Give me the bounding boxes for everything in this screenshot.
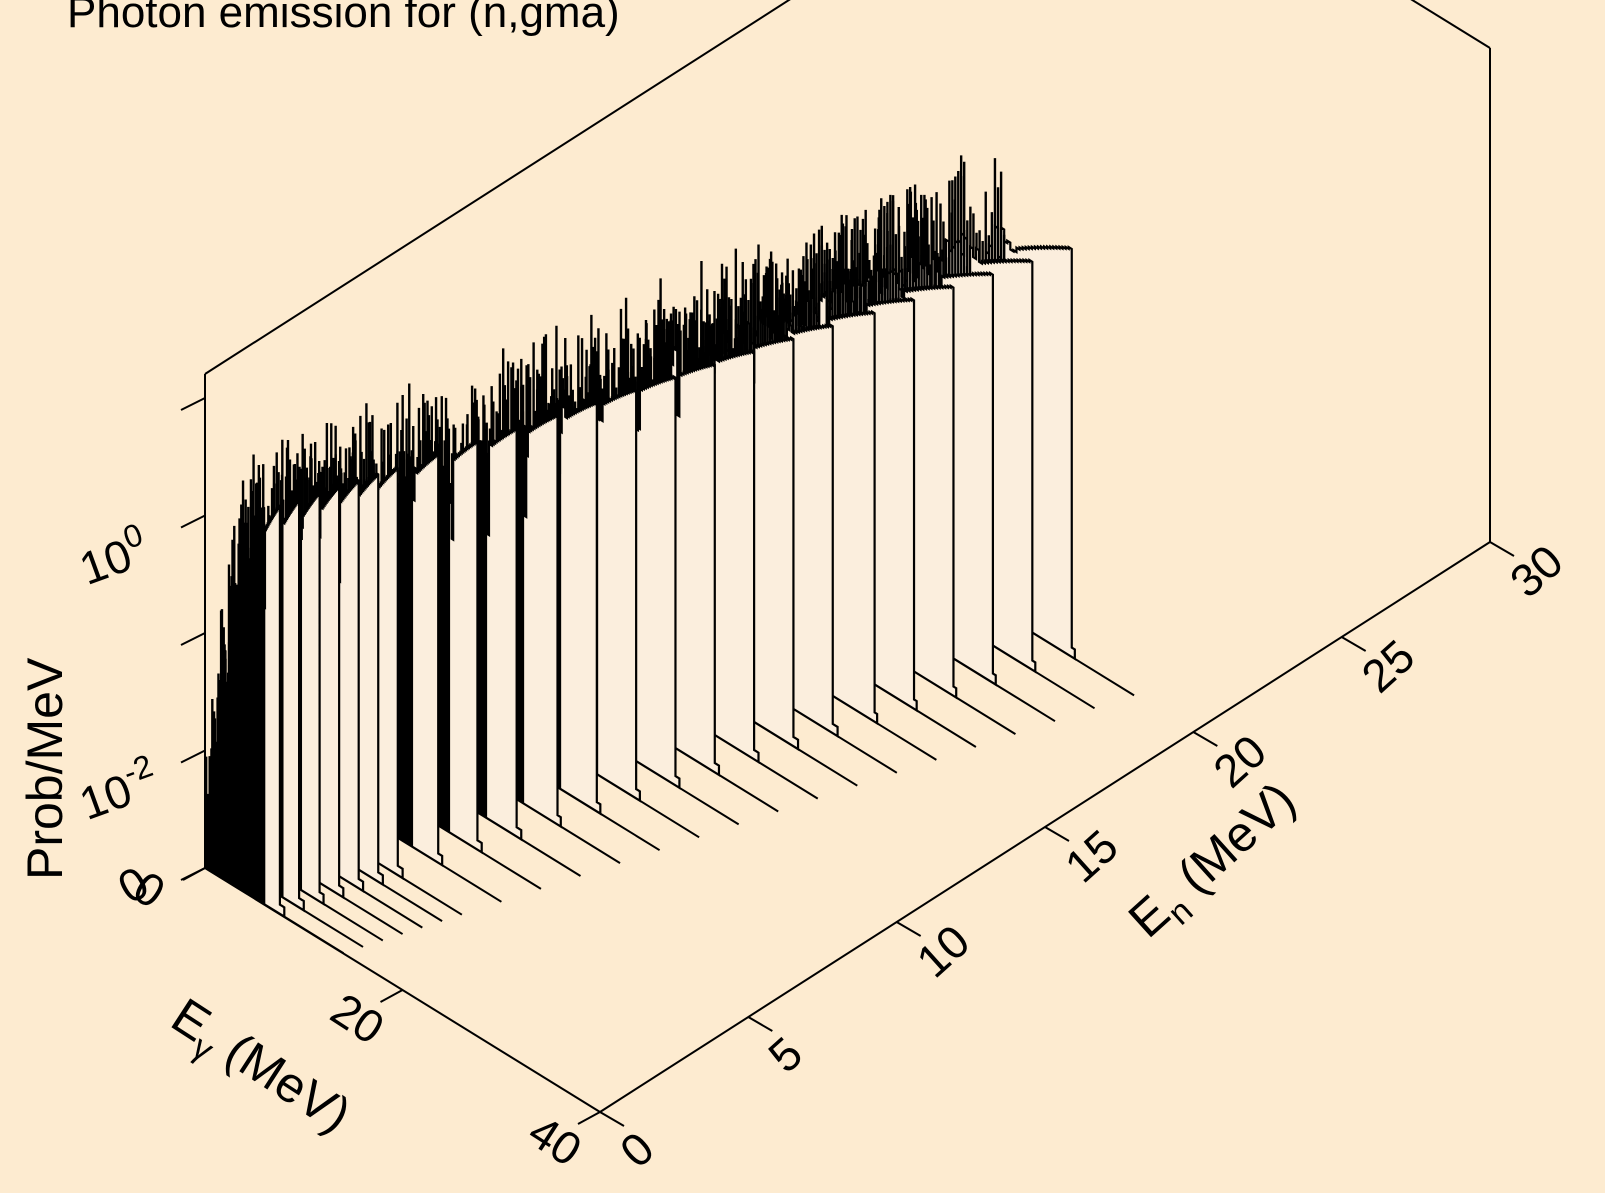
spectrum-baseline — [441, 864, 502, 903]
tick-mark — [1489, 541, 1515, 557]
spectrum-baseline — [283, 915, 345, 955]
spectrum-baseline — [362, 890, 423, 929]
spectrum-baseline — [342, 896, 404, 935]
spectrum-baseline — [1034, 670, 1096, 710]
tick-mark — [747, 1016, 773, 1032]
x-tick-label: 20 — [322, 983, 393, 1054]
tick-mark — [380, 989, 403, 1003]
tick-mark — [1192, 731, 1218, 747]
y-tick-label: 30 — [1500, 535, 1573, 608]
tick-mark — [1341, 636, 1367, 652]
tick-mark — [180, 632, 206, 646]
x-axis-label: Eγ (MeV) — [157, 987, 360, 1151]
series-spectrum — [204, 454, 345, 955]
y-tick-label: 5 — [758, 1027, 812, 1083]
z-tick-label: 10-2 — [70, 747, 165, 830]
spectrum-baseline — [382, 883, 443, 923]
spectrum-baseline — [481, 851, 542, 890]
spectrum-baseline — [955, 696, 1016, 735]
spectra-series — [204, 155, 1135, 955]
spectrum-baseline — [757, 761, 819, 800]
x-tick-label: 40 — [520, 1105, 591, 1176]
spectrum-baseline — [639, 799, 700, 839]
spectrum-baseline — [876, 722, 937, 761]
spectrum-baseline — [323, 903, 384, 942]
spectrum-baseline — [599, 812, 661, 852]
tick-mark — [599, 1111, 625, 1127]
back-top-right-edge — [1410, 0, 1491, 49]
spectrum-baseline — [303, 909, 364, 948]
z-tick-label: 100 — [70, 516, 155, 595]
tick-mark — [1044, 826, 1070, 842]
spectrum-baseline — [402, 877, 463, 916]
z-axis-label: Prob/MeV — [17, 657, 73, 880]
y-tick-label: 0 — [610, 1122, 664, 1178]
spectrum-baseline — [560, 825, 621, 864]
tick-mark — [180, 749, 206, 764]
back-top-edge — [204, 0, 791, 375]
tick-mark — [180, 397, 206, 411]
tick-mark — [180, 867, 206, 881]
spectrum-baseline — [916, 709, 977, 748]
y-axis-label: En (MeV) — [1118, 771, 1312, 955]
spectrum-baseline — [520, 838, 582, 877]
spectrum-baseline — [837, 735, 898, 774]
tick-mark — [180, 514, 206, 529]
spectrum-baseline — [718, 774, 779, 813]
tick-mark — [577, 1111, 601, 1125]
spectrum-baseline — [1074, 657, 1135, 697]
y-tick-label: 15 — [1055, 820, 1128, 893]
tick-mark — [896, 921, 922, 937]
chart-title: Photon emission for (n,gma) — [67, 0, 620, 37]
spectrum-baseline — [678, 786, 740, 826]
y-tick-label: 10 — [907, 915, 980, 988]
spectrum-baseline — [797, 748, 858, 787]
spectrum-baseline — [995, 683, 1056, 723]
y-tick-label: 25 — [1352, 630, 1425, 703]
